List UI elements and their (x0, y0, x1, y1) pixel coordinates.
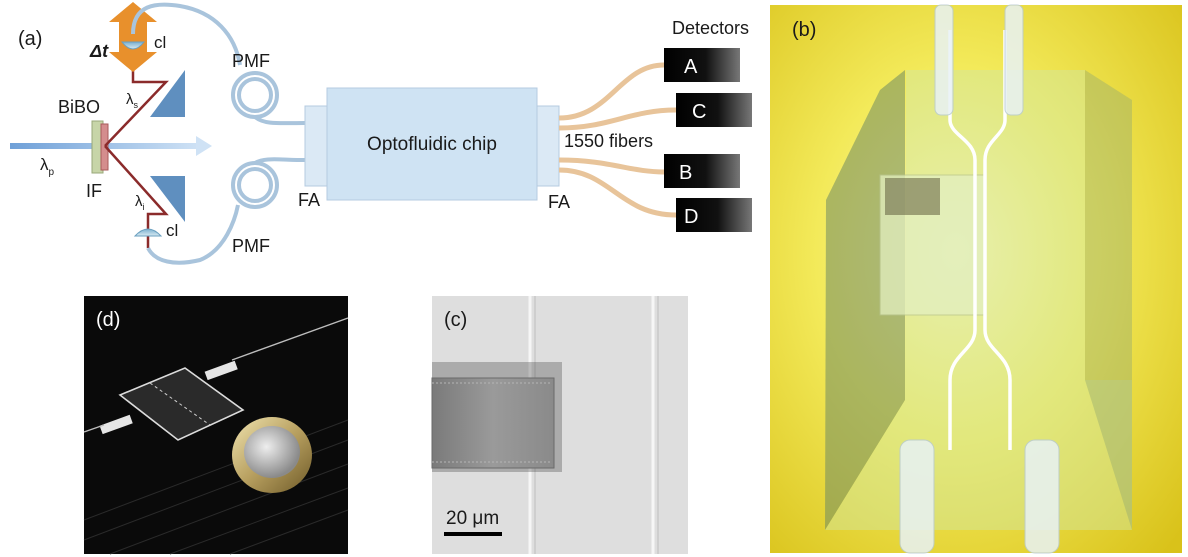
coupling-lens-bottom (133, 228, 163, 237)
input-fibers-b (934, 4, 1024, 116)
pmf-bottom (146, 157, 306, 265)
panel-c: (c) 20 μm (431, 296, 688, 554)
panel-d-background (84, 296, 348, 554)
pmf-top (131, 2, 306, 126)
fa-left-label: FA (298, 190, 320, 210)
detectors-title: Detectors (672, 18, 749, 38)
lower-prism-mirror (150, 176, 185, 222)
photo-fiber-left (83, 424, 105, 433)
if-label: IF (86, 181, 102, 201)
pump-wavelength-label: λp (40, 155, 55, 178)
detector-a-label: A (684, 56, 698, 78)
bibo-label: BiBO (58, 97, 100, 117)
delay-arrow-down (109, 44, 157, 72)
panel-b-label: (b) (792, 19, 816, 41)
fa-right-label: FA (548, 192, 570, 212)
detector-a: A (664, 48, 740, 82)
output-fibers (558, 62, 677, 218)
optofluidic-chip (326, 87, 538, 201)
waveguides (948, 30, 1012, 450)
delay-arrow-up (109, 2, 157, 30)
scale-bar (444, 532, 502, 536)
chip-block-right-face (1085, 70, 1132, 530)
chip-label: Optofluidic chip (367, 134, 497, 155)
photo-chip-channel (149, 382, 211, 426)
output-fibers-b (899, 439, 1060, 554)
channel-shadow (885, 178, 940, 215)
cl-top-label: cl (154, 33, 166, 52)
sem-channel (431, 377, 555, 469)
upper-prism-mirror (150, 70, 185, 117)
detector-d: D (676, 198, 752, 232)
panel-c-label: (c) (444, 309, 467, 331)
pmf-bottom-label: PMF (232, 236, 270, 256)
signal-wavelength-label: λs (126, 91, 139, 110)
panel-d: (d) (83, 296, 349, 555)
detector-b-label: B (679, 162, 692, 184)
photo-chip (118, 367, 245, 441)
scale-bar-label: 20 μm (446, 508, 499, 529)
panel-b: (b) (770, 4, 1182, 554)
fiber-array-right (536, 105, 560, 187)
fibers-label: 1550 fibers (564, 131, 653, 151)
euro-coin-center (244, 426, 300, 478)
panel-a: (a) λp BiBO IF Δt cl cl λs λi (10, 2, 752, 265)
detector-c: C (676, 93, 752, 127)
photo-ferrule-right (204, 360, 238, 381)
coupling-lens-top (120, 41, 146, 50)
detector-d-label: D (684, 206, 698, 228)
detector-c-label: C (692, 101, 706, 123)
photo-fiber-right (231, 317, 349, 361)
fiber-array-left (304, 105, 328, 187)
panel-d-label: (d) (96, 309, 120, 331)
idler-wavelength-label: λi (135, 193, 145, 212)
pmf-top-label: PMF (232, 51, 270, 71)
cl-bottom-label: cl (166, 221, 178, 240)
detector-b: B (664, 154, 740, 188)
delay-label: Δt (89, 41, 109, 61)
panel-a-label: (a) (18, 28, 42, 50)
photo-ferrule-left (99, 414, 133, 435)
pump-beam-arrowhead (196, 136, 212, 156)
